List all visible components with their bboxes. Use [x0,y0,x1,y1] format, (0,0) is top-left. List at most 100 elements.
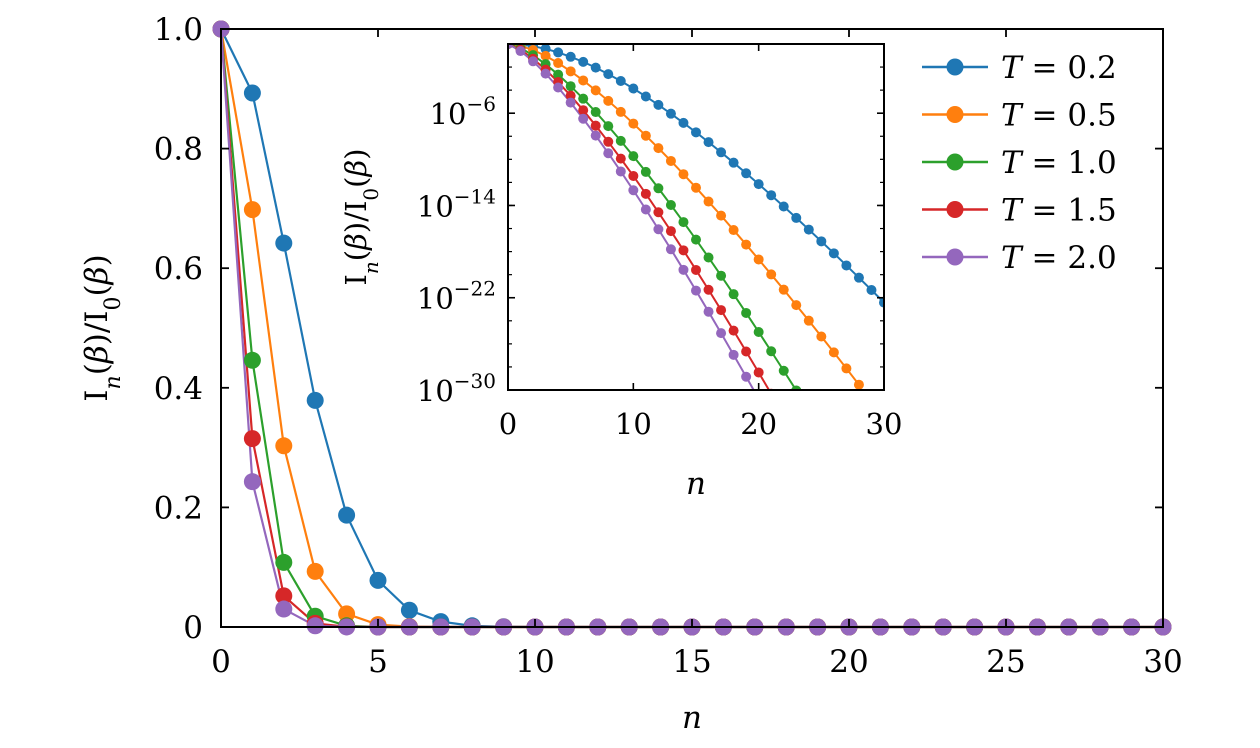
legend-entry: T = 0.2 [922,50,1117,86]
inset-data-point [590,62,601,73]
inset-data-point [640,91,651,102]
inset-data-point [791,300,802,311]
ylabel-part: β [79,345,115,364]
inset-data-point [716,305,727,316]
ylabel-part: β [339,233,373,251]
legend-label: T = 1.5 [1001,193,1117,229]
inset-data-point [803,224,814,235]
data-point [306,562,324,580]
inset-data-point [716,147,727,158]
data-point [306,391,324,409]
inset-x-tick-label: 10 [615,407,652,441]
inset-data-point [653,183,664,194]
legend-label-var: T [1001,50,1024,86]
inset-data-point [678,169,689,180]
x-tick-label: 30 [1143,644,1182,680]
inset-data-point [753,179,764,190]
inset-data-point [565,66,576,77]
inset-x-tick-label: 20 [740,407,777,441]
inset-y-tick-exponent: −14 [454,184,496,208]
inset-data-point [741,168,752,179]
inset-data-point [728,289,739,300]
inset-data-point [791,385,802,390]
inset-data-point [766,269,777,280]
inset-data-point [879,297,884,308]
inset-data-point [590,107,601,118]
data-point [243,430,261,448]
inset-data-point [665,155,676,166]
inset-data-point [603,121,614,132]
inset-data-point [816,236,827,247]
inset-y-tick-exponent: −30 [454,369,496,393]
inset-data-point [615,166,626,177]
data-point [275,234,293,252]
inset-data-point [728,349,739,360]
data-point [400,601,418,619]
legend-entry: T = 0.5 [922,98,1117,134]
legend: T = 0.2T = 0.5T = 1.0T = 1.5T = 2.0 [922,50,1117,276]
inset-data-point [640,204,651,215]
inset-data-point [678,117,689,128]
inset-data-point [753,254,764,265]
legend-label: T = 0.2 [1001,50,1117,86]
inset-y-tick-exponent: −6 [467,92,496,116]
inset-x-axis-title: n [686,466,706,502]
legend-label-var: T [1001,240,1024,276]
ylabel-part: β [79,266,115,285]
data-point [275,587,293,605]
inset-data-point [741,307,752,318]
inset-data-point [803,315,814,326]
inset-data-point [866,285,877,296]
data-point [275,553,293,571]
x-tick-label: 0 [211,644,231,680]
inset-y-tick-base: 10 [417,189,454,223]
inset-data-point [578,113,589,124]
inset-data-point [628,83,639,94]
inset-frame [507,43,885,391]
inset-data-point [728,157,739,168]
ylabel-part: )/I [339,201,373,234]
inset-data-point [691,182,701,193]
inset-data-point [853,379,864,390]
inset-x-tick-label: 0 [499,407,517,441]
ylabel-part: 0 [101,296,126,310]
inset-data-point [553,58,564,69]
ylabel-part: I [79,389,115,401]
inset-data-point [628,185,639,196]
inset-data-point [578,105,589,116]
ylabel-part: ( [339,250,373,261]
inset-data-point [628,170,639,181]
inset-data-point [603,69,614,80]
inset-data-point [728,225,739,236]
x-axis-title: n [682,700,702,736]
inset-data-point [728,325,739,336]
inset-data-point [791,212,802,223]
data-point [275,600,293,618]
inset-data-point [640,130,651,141]
inset-y-axis-title: In(β)/I0(β) [339,148,383,285]
inset-y-tick-label: 10−6 [430,92,496,131]
inset-data-point [703,252,714,263]
legend-swatch-marker [946,201,964,218]
inset-y-tick-base: 10 [417,374,454,408]
inset-data-point [741,239,752,250]
inset-data-point [678,264,689,275]
inset-data-point [766,190,777,201]
inset-y-tick-exponent: −22 [454,277,496,301]
inset-data-point [716,328,727,339]
inset-y-tick-base: 10 [417,282,454,316]
legend-label-eq: = [1022,145,1068,181]
data-point [243,351,261,369]
legend-label: T = 0.5 [1001,98,1117,134]
inset-data-point [653,99,664,110]
data-point [243,473,261,491]
inset-data-point [603,136,614,147]
inset-data-point [828,248,839,259]
inset-data-point [716,270,727,281]
y-axis-title: In(β)/I0(β) [79,254,126,401]
legend-label-var: T [1001,193,1024,229]
y-tick-label: 0 [183,610,203,646]
inset-data-point [741,346,752,357]
